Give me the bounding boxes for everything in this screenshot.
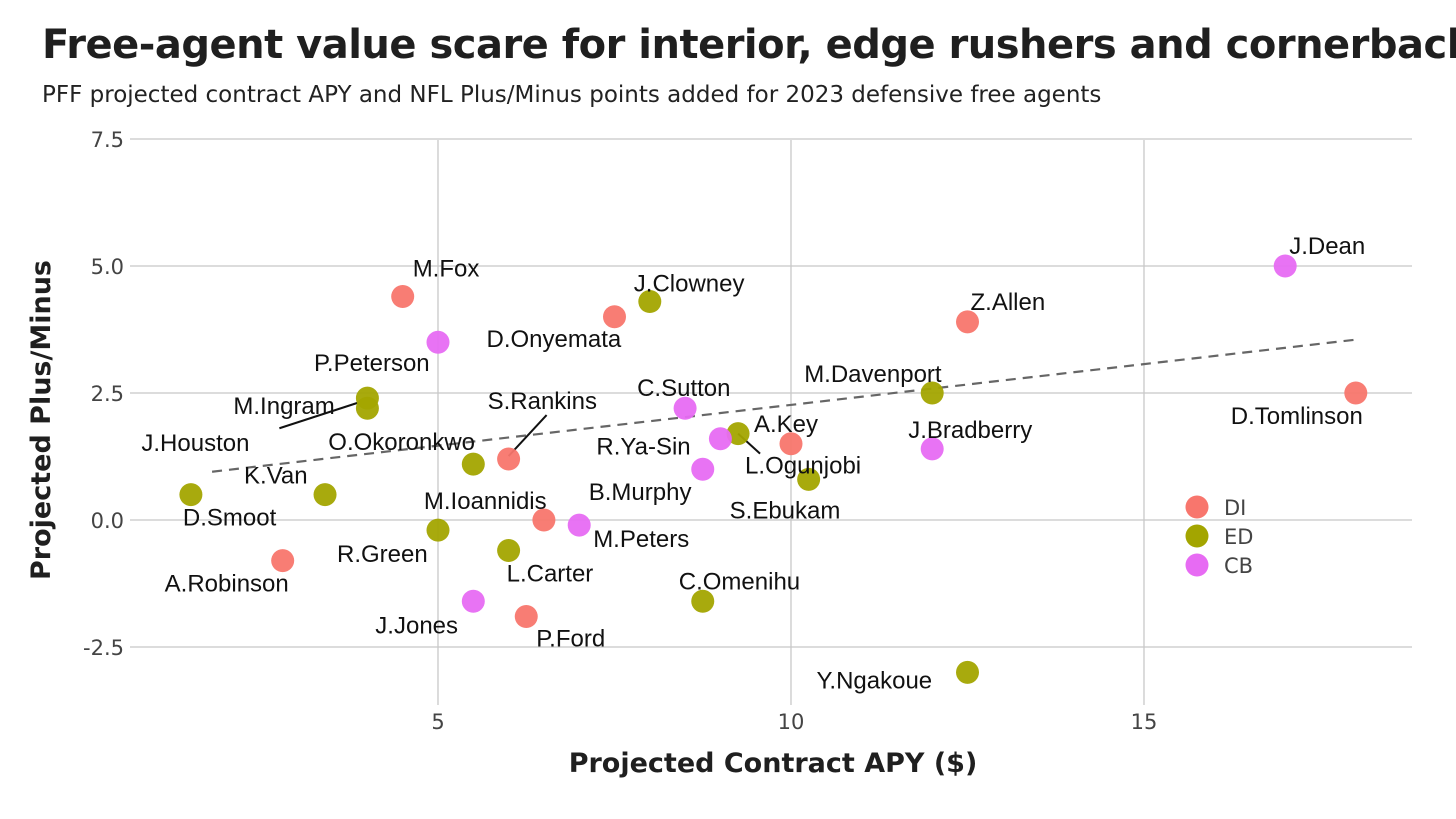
point-a-robinson bbox=[271, 549, 295, 573]
label-d-onyemata: D.Onyemata bbox=[487, 326, 622, 353]
legend-swatch-ed bbox=[1185, 524, 1209, 548]
trend-line bbox=[211, 338, 1356, 473]
label-r-green: R.Green bbox=[337, 541, 428, 568]
point-j-clowney bbox=[638, 290, 662, 314]
legend-label-ed: ED bbox=[1224, 525, 1253, 549]
point-c-omenihu bbox=[691, 589, 715, 613]
point-d-smoot bbox=[179, 483, 203, 507]
point-k-van bbox=[313, 483, 337, 507]
point-j-bradberry bbox=[920, 437, 944, 461]
label-l-ogunjobi: L.Ogunjobi bbox=[745, 453, 861, 480]
label-b-murphy: B.Murphy bbox=[589, 479, 692, 506]
y-axis-title: Projected Plus/Minus bbox=[26, 260, 57, 580]
point-r-ya-sin bbox=[708, 427, 732, 451]
point-m-peters bbox=[567, 513, 591, 537]
label-c-omenihu: C.Omenihu bbox=[679, 568, 800, 595]
label-d-tomlinson: D.Tomlinson bbox=[1231, 403, 1363, 430]
legend: DI ED CB bbox=[1185, 495, 1253, 578]
label-m-fox: M.Fox bbox=[413, 255, 480, 282]
legend-label-cb: CB bbox=[1224, 554, 1253, 578]
label-j-jones: J.Jones bbox=[375, 612, 458, 639]
x-tick-label: 5 bbox=[431, 710, 444, 734]
x-tick-label: 15 bbox=[1131, 710, 1158, 734]
point-d-onyemata bbox=[603, 305, 626, 329]
label-m-ioannidis: M.Ioannidis bbox=[424, 488, 547, 515]
point-c-sutton bbox=[673, 396, 697, 420]
grid-lines bbox=[130, 138, 1412, 705]
point-o-okoronkwo bbox=[461, 452, 485, 476]
label-k-van: K.Van bbox=[244, 463, 308, 490]
point-l-carter bbox=[497, 538, 521, 562]
label-c-sutton: C.Sutton bbox=[637, 375, 730, 402]
label-m-davenport: M.Davenport bbox=[804, 361, 942, 388]
point-m-fox bbox=[391, 284, 415, 308]
point-z-allen bbox=[956, 310, 979, 334]
point-r-green bbox=[426, 518, 450, 542]
label-m-ingram: M.Ingram bbox=[233, 393, 334, 420]
point-y-ngakoue bbox=[956, 660, 979, 684]
y-tick-label: 7.5 bbox=[91, 128, 124, 152]
point-m-davenport bbox=[920, 381, 944, 405]
label-j-houston: J.Houston bbox=[141, 430, 249, 457]
label-j-bradberry: J.Bradberry bbox=[908, 417, 1032, 444]
chart-subtitle: PFF projected contract APY and NFL Plus/… bbox=[42, 82, 1102, 108]
axis-ticks: -2.5 0.0 2.5 5.0 7.5 5 10 15 bbox=[83, 128, 1157, 734]
label-s-ebukam: S.Ebukam bbox=[730, 497, 841, 524]
label-a-robinson: A.Robinson bbox=[165, 571, 289, 598]
label-p-ford: P.Ford bbox=[536, 626, 605, 653]
x-tick-label: 10 bbox=[778, 710, 805, 734]
label-a-key: A.Key bbox=[754, 411, 818, 438]
label-j-dean: J.Dean bbox=[1289, 233, 1365, 260]
label-l-carter: L.Carter bbox=[507, 560, 594, 587]
label-s-rankins: S.Rankins bbox=[488, 388, 597, 415]
label-j-clowney: J.Clowney bbox=[634, 271, 745, 298]
label-o-okoronkwo: O.Okoronkwo bbox=[328, 429, 475, 456]
point-b-murphy bbox=[691, 457, 715, 481]
legend-swatch-di bbox=[1185, 495, 1209, 519]
label-y-ngakoue: Y.Ngakoue bbox=[817, 667, 933, 694]
y-tick-label: 0.0 bbox=[91, 509, 124, 533]
y-tick-label: -2.5 bbox=[83, 636, 124, 660]
label-m-peters: M.Peters bbox=[593, 526, 689, 553]
label-p-peterson: P.Peterson bbox=[314, 350, 430, 377]
y-tick-label: 5.0 bbox=[91, 255, 124, 279]
point-j-houston bbox=[355, 396, 379, 420]
point-labels: M.Fox D.Onyemata Z.Allen D.Tomlinson A.Key S.… bbox=[141, 233, 1365, 694]
data-points bbox=[179, 254, 1368, 684]
point-m-ioannidis bbox=[532, 508, 556, 532]
chart-title: Free-agent value scare for interior, edg… bbox=[42, 22, 1456, 68]
point-j-jones bbox=[461, 589, 485, 613]
point-a-key bbox=[779, 432, 803, 456]
label-z-allen: Z.Allen bbox=[971, 289, 1046, 316]
point-p-ford bbox=[514, 605, 538, 629]
legend-swatch-cb bbox=[1185, 553, 1209, 577]
x-axis-title: Projected Contract APY ($) bbox=[569, 748, 978, 779]
point-s-ebukam bbox=[797, 467, 821, 491]
point-j-dean bbox=[1273, 254, 1297, 278]
leader-j-houston bbox=[279, 401, 360, 430]
point-s-rankins bbox=[497, 447, 521, 471]
point-d-tomlinson bbox=[1344, 381, 1368, 405]
legend-label-di: DI bbox=[1224, 496, 1246, 520]
point-l-ogunjobi bbox=[726, 422, 750, 446]
label-r-ya-sin: R.Ya-Sin bbox=[596, 434, 690, 461]
point-p-peterson bbox=[426, 330, 450, 354]
label-d-smoot: D.Smoot bbox=[183, 505, 277, 532]
y-tick-label: 2.5 bbox=[91, 382, 124, 406]
leader-s-rankins bbox=[507, 414, 548, 457]
